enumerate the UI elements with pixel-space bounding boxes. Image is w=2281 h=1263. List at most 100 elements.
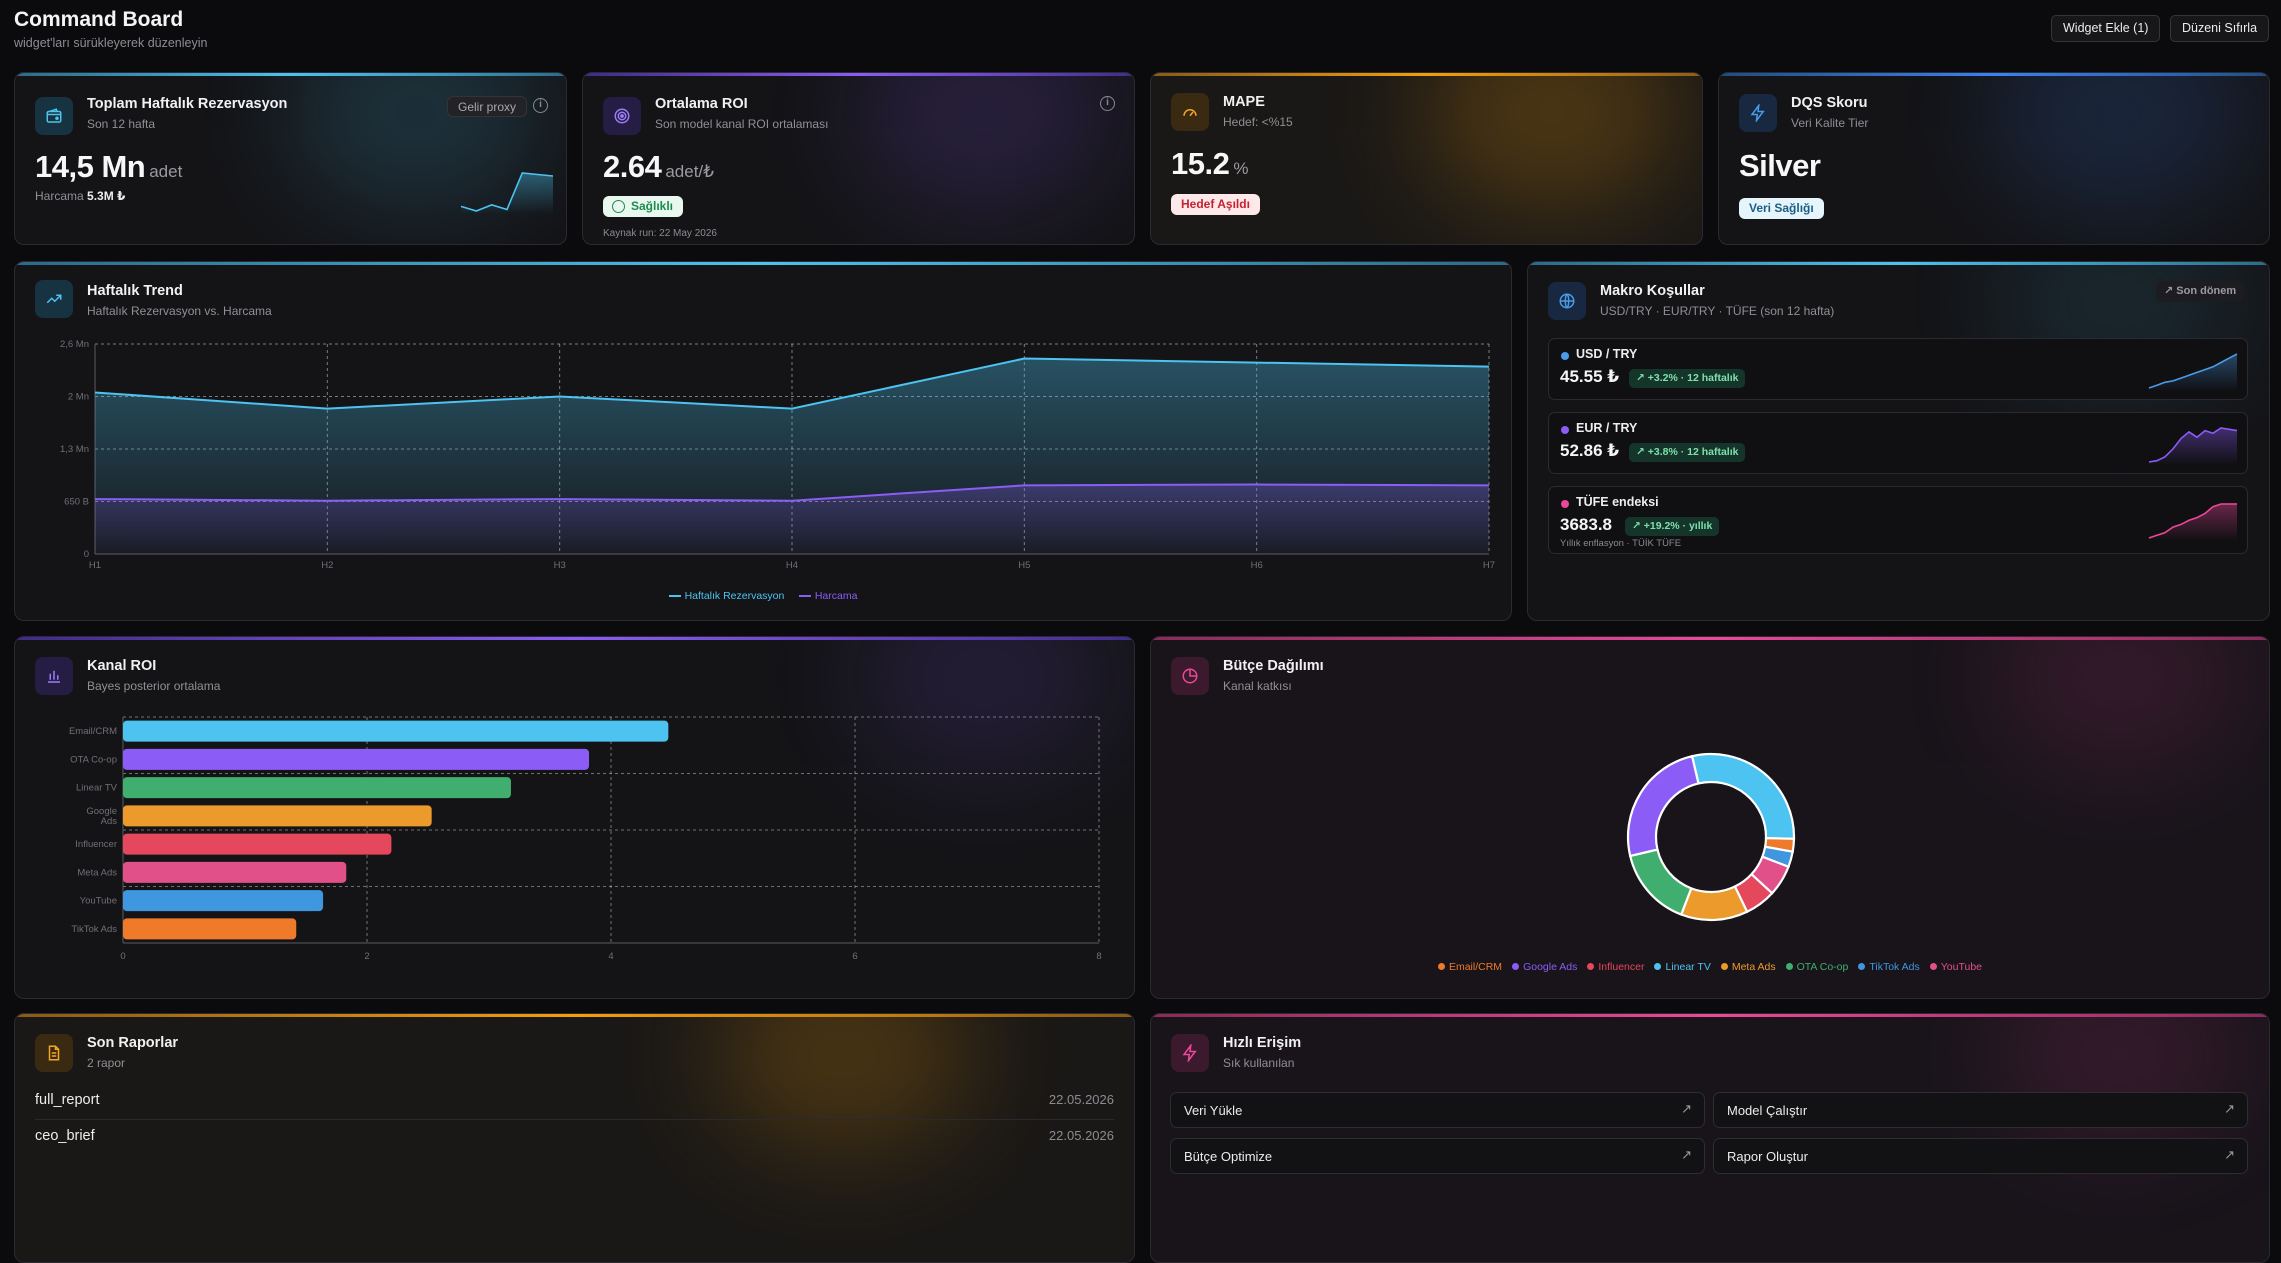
- report-row[interactable]: ceo_brief 22.05.2026: [35, 1120, 1114, 1156]
- kpi-subtitle: Hedef: <%15: [1223, 115, 1293, 129]
- y-tick-label: Linear TV: [76, 783, 118, 794]
- sparkline-area: [2149, 504, 2237, 541]
- macro-label: USD / TRY: [1576, 347, 1638, 361]
- kpi-card-roi[interactable]: Ortalama ROI Son model kanal ROI ortalam…: [582, 72, 1135, 245]
- x-tick-label: 6: [852, 951, 857, 962]
- report-name[interactable]: full_report: [35, 1092, 100, 1108]
- bar-meta-ads: [123, 861, 347, 883]
- macro-change: ↗ +3.2% · 12 haftalık: [1629, 369, 1746, 388]
- macro-row-usd[interactable]: USD / TRY 45.55 ₺ ↗ +3.2% · 12 haftalık: [1548, 338, 2248, 400]
- gelir-proxy-badge: Gelir proxy: [447, 96, 528, 117]
- series-area-spend: [95, 484, 1489, 554]
- last-period-label: Son dönem: [2176, 285, 2237, 297]
- weekly-trend-chart[interactable]: 0 650 B 1,3 Mn 2 Mn 2,6 Mn H1 H2 H3 H4 H5 H6 H7: [15, 262, 1512, 621]
- legend-item[interactable]: YouTube: [1929, 960, 1983, 973]
- macro-change-label: +3.2% · 12 haftalık: [1647, 372, 1739, 384]
- sparkline-path: [2148, 427, 2238, 463]
- kpi-title: MAPE: [1223, 94, 1265, 110]
- legend-item[interactable]: Haftalık Rezervasyon: [668, 590, 785, 602]
- card-subtitle: Bayes posterior ortalama: [87, 679, 221, 693]
- x-tick-label: H3: [554, 560, 566, 571]
- healthy-badge: Sağlıklı: [603, 196, 684, 217]
- target-icon: [603, 97, 641, 135]
- kpi-card-reservations[interactable]: Toplam Haftalık Rezervasyon Son 12 hafta…: [14, 72, 567, 245]
- kpi-card-dqs[interactable]: DQS Skoru Veri Kalite Tier Silver Veri S…: [1718, 72, 2270, 245]
- bolt-icon: [1739, 94, 1777, 132]
- legend-item[interactable]: Harcama: [798, 590, 858, 602]
- spend-value: 5.3M ₺: [87, 189, 126, 203]
- macro-row-eur[interactable]: EUR / TRY 52.86 ₺ ↗ +3.8% · 12 haftalık: [1548, 412, 2248, 474]
- arrow-up-right-icon: ↗: [2224, 1101, 2235, 1116]
- x-tick-label: 8: [1096, 951, 1101, 962]
- legend-item[interactable]: Influencer: [1587, 961, 1644, 973]
- quick-create-report-button[interactable]: Rapor Oluştur ↗: [1713, 1138, 2248, 1174]
- x-tick-label: 2: [364, 951, 369, 962]
- kpi-value-number: 2.64: [603, 149, 662, 184]
- legend-label: Google Ads: [1523, 960, 1578, 973]
- quick-upload-data-button[interactable]: Veri Yükle ↗: [1170, 1092, 1705, 1128]
- quick-run-model-button[interactable]: Model Çalıştır ↗: [1713, 1092, 2248, 1128]
- quick-label: Veri Yükle: [1184, 1103, 1243, 1118]
- kpi-card-mape[interactable]: MAPE Hedef: <%15 15.2% Hedef Aşıldı: [1150, 72, 1703, 245]
- legend-label: Haftalık Rezervasyon: [684, 590, 785, 602]
- pie-chart-icon: [1171, 657, 1209, 695]
- legend-item[interactable]: Meta Ads: [1720, 961, 1776, 973]
- bar-tiktok-ads: [123, 918, 297, 940]
- usd-sparkline: [2148, 353, 2238, 391]
- card-subtitle: Kanal katkısı: [1223, 679, 1292, 693]
- sparkline-area: [2149, 354, 2237, 391]
- kpi-value: Silver: [1739, 148, 1821, 183]
- budget-distribution-card[interactable]: Bütçe Dağılımı Kanal katkısı Email/CRM Go…: [1150, 636, 2270, 999]
- weekly-trend-card[interactable]: Haftalık Trend Haftalık Rezervasyon vs. …: [14, 261, 1512, 621]
- legend-label: YouTube: [1940, 960, 1983, 973]
- bar-google-ads: [123, 805, 432, 827]
- recent-reports-card[interactable]: Son Raporlar 2 rapor full_report 22.05.2…: [14, 1013, 1135, 1263]
- bolt-icon: [1171, 1034, 1209, 1072]
- macro-value: 45.55 ₺: [1560, 367, 1620, 386]
- legend-dot: [1512, 963, 1520, 970]
- legend-item[interactable]: Google Ads: [1512, 961, 1577, 973]
- kpi-value: 2.64 adet/₺: [603, 149, 714, 185]
- legend-item[interactable]: OTA Co-op: [1785, 961, 1848, 973]
- legend-item[interactable]: Linear TV: [1654, 961, 1711, 973]
- macro-conditions-card[interactable]: Makro Koşullar USD/TRY · EUR/TRY · TÜFE …: [1527, 261, 2270, 621]
- card-title: Bütçe Dağılımı: [1223, 658, 1324, 674]
- slice-google-ads: [1626, 754, 1700, 858]
- macro-row-cpi[interactable]: TÜFE endeksi 3683.8 ↗ +19.2% · yıllık Yı…: [1548, 486, 2248, 554]
- reset-layout-button[interactable]: Düzeni Sıfırla: [2170, 15, 2270, 42]
- y-tick-label: Google: [86, 806, 117, 817]
- channel-roi-card[interactable]: Kanal ROI Bayes posterior ortalama 0 2 4 6 8…: [14, 636, 1135, 999]
- quick-optimize-budget-button[interactable]: Bütçe Optimize ↗: [1170, 1138, 1705, 1174]
- report-date: 22.05.2026: [1048, 1092, 1114, 1107]
- y-tick-label: 0: [84, 549, 89, 560]
- quick-label: Model Çalıştır: [1727, 1103, 1808, 1118]
- legend-item[interactable]: Email/CRM: [1437, 961, 1502, 973]
- report-date: 22.05.2026: [1048, 1128, 1114, 1143]
- legend-label: Harcama: [814, 590, 858, 602]
- kpi-unit: adet/₺: [665, 162, 714, 181]
- info-icon[interactable]: i: [1100, 96, 1115, 111]
- add-widget-button[interactable]: Widget Ekle (1): [2051, 15, 2161, 42]
- gauge-icon: [1171, 93, 1209, 131]
- sparkline-area: [2149, 428, 2237, 465]
- channel-roi-chart[interactable]: 0 2 4 6 8 Email/CRM OTA Co-op Linear TV GoogleAd…: [15, 637, 1135, 999]
- wallet-icon: [35, 97, 73, 135]
- globe-icon: [1548, 282, 1586, 320]
- arrow-up-right-icon: ↗: [2224, 1147, 2235, 1162]
- kpi-value: 15.2%: [1171, 146, 1248, 182]
- report-row[interactable]: full_report 22.05.2026: [35, 1084, 1114, 1120]
- report-name[interactable]: ceo_brief: [35, 1128, 95, 1144]
- arrow-up-right-icon: ↗: [1681, 1101, 1692, 1116]
- budget-donut-chart[interactable]: [1151, 637, 2270, 999]
- legend-dot: [1858, 963, 1866, 970]
- quick-access-card[interactable]: Hızlı Erişim Sık kullanılan Veri Yükle ↗ …: [1150, 1013, 2270, 1263]
- bar-youtube: [123, 890, 324, 912]
- info-icon[interactable]: i: [533, 98, 548, 113]
- x-tick-label: H1: [89, 560, 101, 571]
- sparkline-path: [2148, 353, 2238, 389]
- macro-value: 3683.8: [1560, 515, 1612, 534]
- legend-item[interactable]: TikTok Ads: [1858, 961, 1920, 973]
- bar-chart-icon: [35, 657, 73, 695]
- bar-influencer: [123, 833, 392, 855]
